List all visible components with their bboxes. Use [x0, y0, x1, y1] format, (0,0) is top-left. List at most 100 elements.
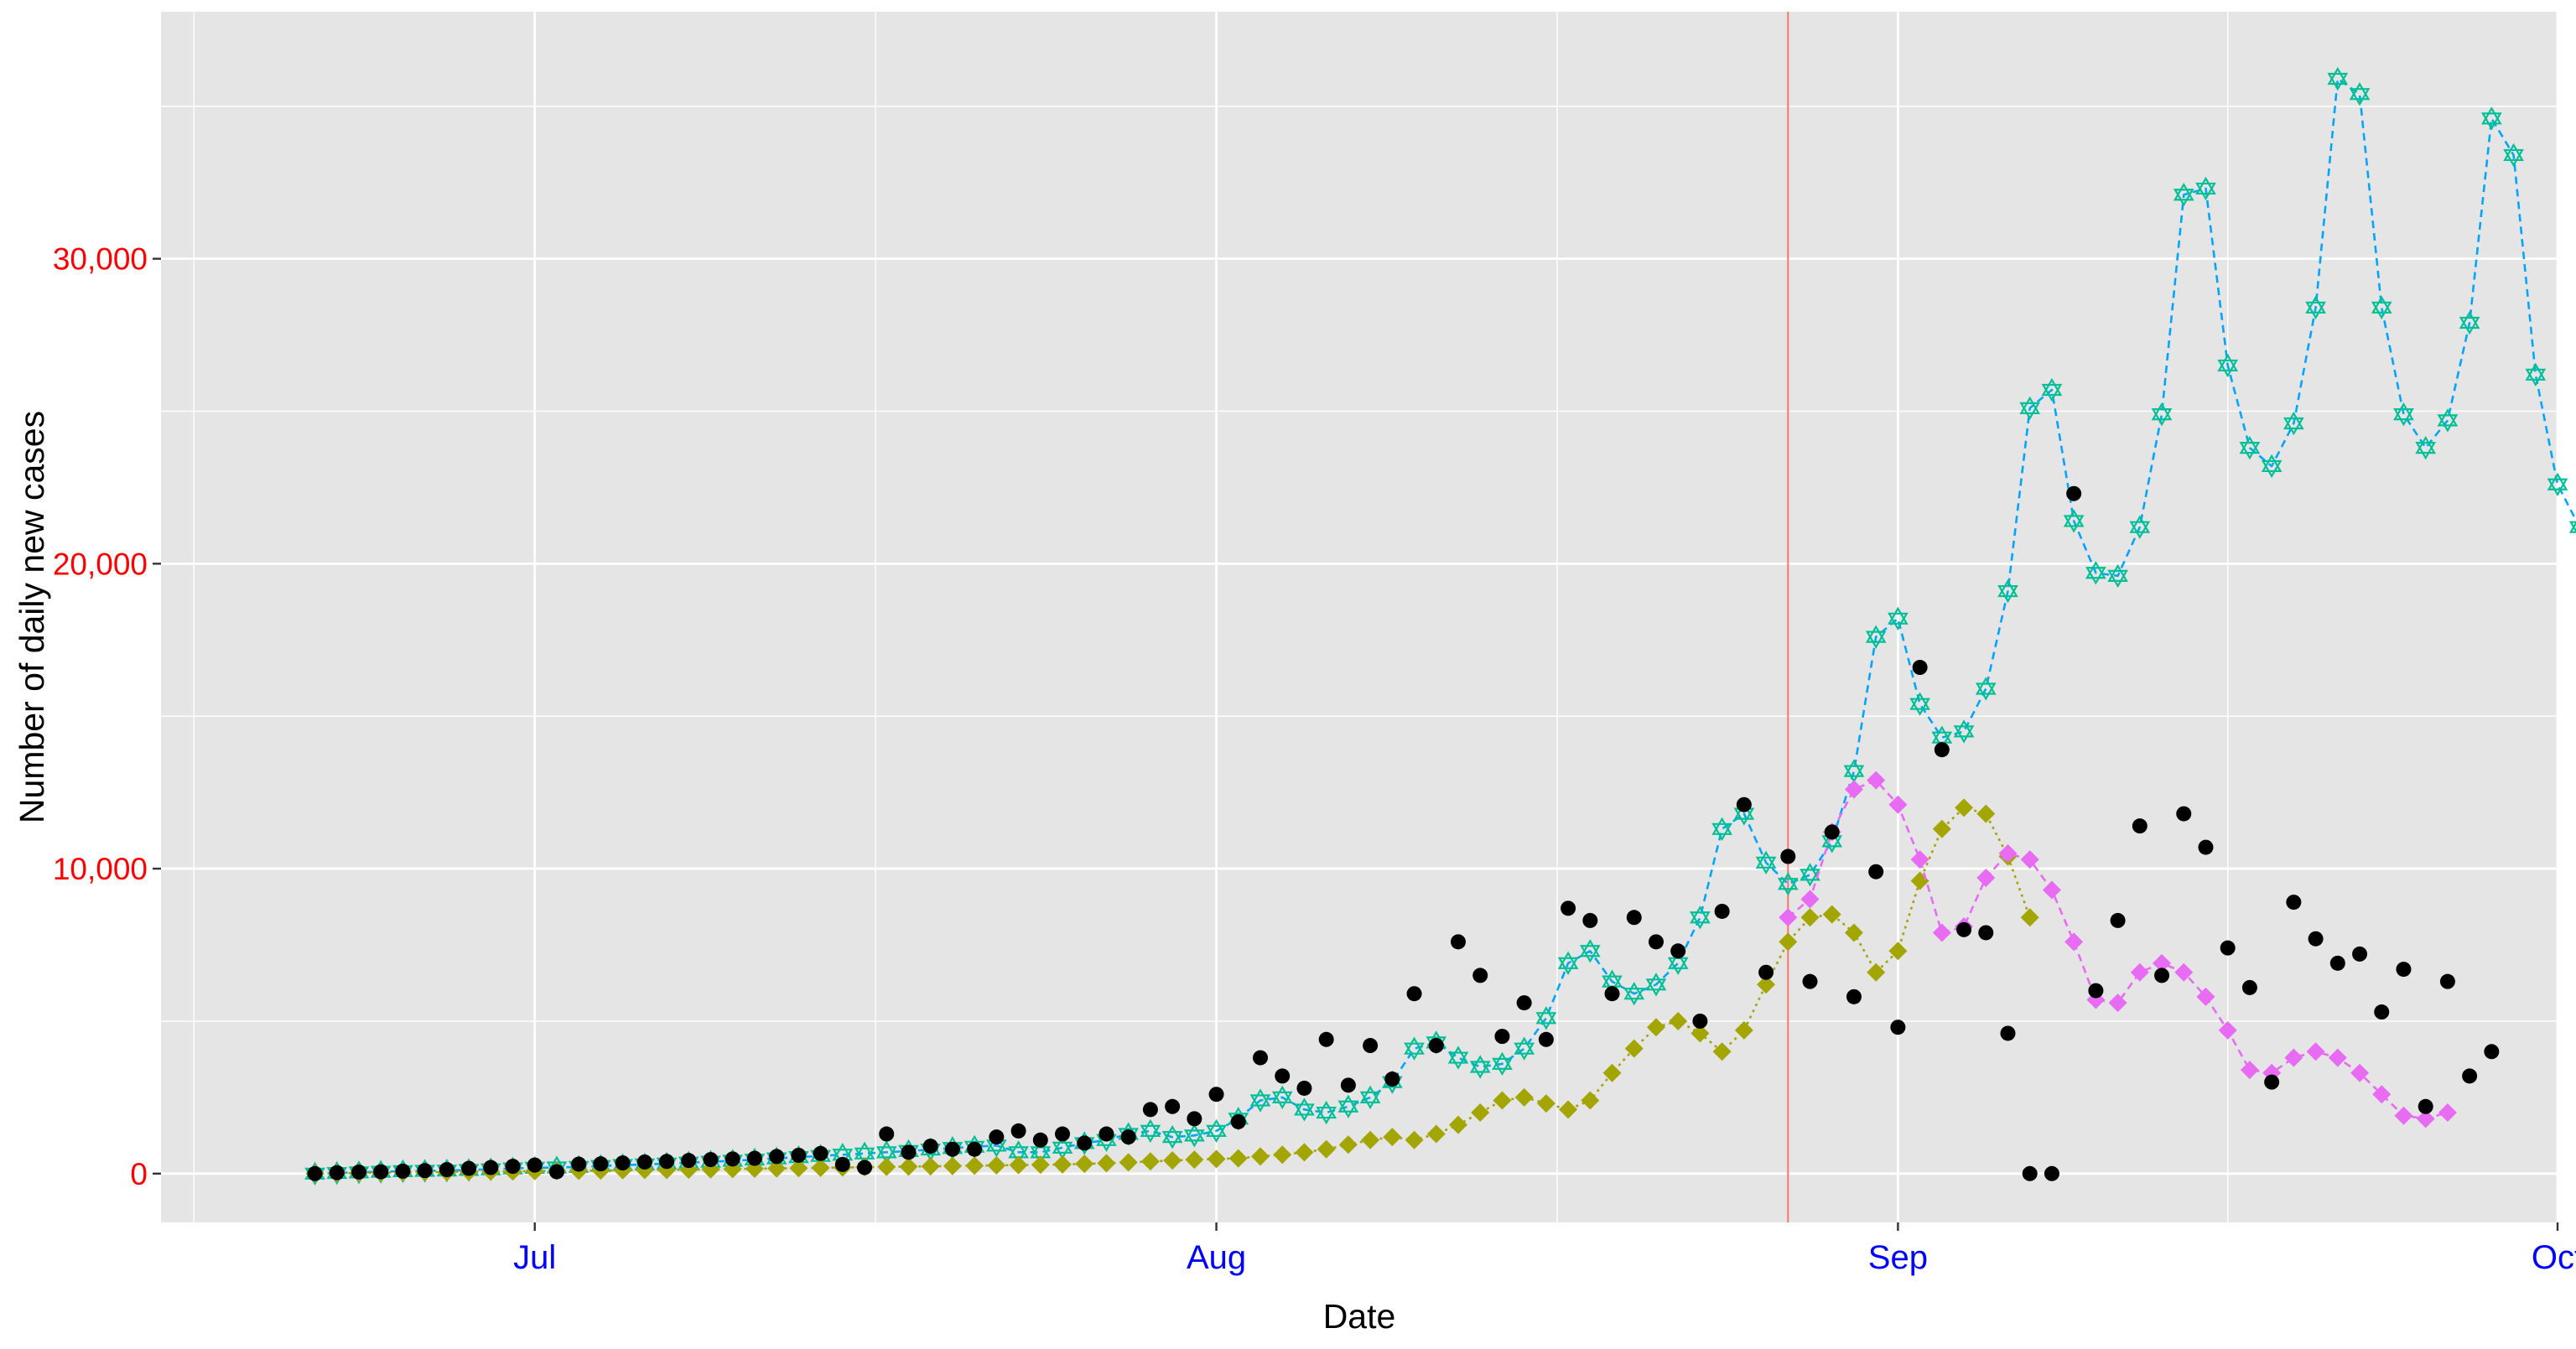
marker-triangle-down — [2129, 521, 2151, 539]
data-point — [2264, 1074, 2280, 1090]
data-point — [2130, 962, 2149, 982]
data-point — [944, 1141, 960, 1157]
data-point — [1448, 1115, 1467, 1134]
marker-triangle-up — [2547, 472, 2568, 490]
marker-triangle-up — [1294, 1097, 1315, 1116]
data-point — [1294, 1097, 1315, 1122]
data-point — [636, 1154, 652, 1170]
marker-triangle-up — [2459, 310, 2480, 329]
marker-triangle-down — [1579, 945, 1601, 963]
data-point — [1714, 903, 1730, 919]
marker-triangle-down — [2151, 408, 2173, 427]
data-point — [1890, 1020, 1906, 1035]
data-point — [483, 1160, 499, 1175]
data-point — [2480, 106, 2502, 131]
data-point — [571, 1156, 587, 1172]
data-point — [2064, 932, 2084, 952]
data-point — [329, 1165, 345, 1180]
data-point — [2020, 908, 2039, 927]
data-point — [527, 1157, 543, 1173]
data-point — [1516, 995, 1532, 1011]
marker-triangle-down — [1359, 1091, 1381, 1110]
data-point — [1824, 824, 1840, 840]
data-point — [1711, 817, 1732, 841]
data-point — [857, 1160, 873, 1175]
data-point — [2525, 362, 2547, 387]
marker-triangle-up — [1183, 1123, 1205, 1142]
data-point — [1361, 1130, 1380, 1149]
data-point — [1868, 864, 1884, 879]
marker-triangle-down — [1755, 856, 1777, 874]
data-point — [2240, 1061, 2259, 1080]
marker-triangle-up — [2283, 411, 2304, 430]
data-point — [1802, 973, 1818, 989]
data-point — [879, 1126, 895, 1142]
data-point — [1934, 742, 1950, 758]
marker-triangle-down — [2239, 442, 2261, 460]
data-point — [769, 1149, 785, 1165]
marker-triangle-up — [1690, 905, 1711, 924]
data-point — [1165, 1098, 1181, 1114]
data-point — [1120, 1129, 1136, 1145]
data-point — [1185, 1150, 1204, 1170]
marker-triangle-up — [2239, 435, 2261, 454]
marker-triangle-down — [1271, 1091, 1293, 1110]
data-point — [1472, 968, 1488, 983]
marker-triangle-down — [2525, 368, 2547, 387]
y-tick-label: 0 — [130, 1157, 148, 1191]
marker-triangle-down — [1535, 1012, 1557, 1030]
data-point — [2329, 955, 2345, 971]
data-point — [724, 1151, 740, 1167]
marker-triangle-up — [2041, 377, 2063, 397]
data-point — [2547, 472, 2568, 496]
data-point — [1340, 1077, 1356, 1093]
marker-triangle-up — [2085, 561, 2106, 579]
data-point — [1275, 1068, 1291, 1084]
data-point — [965, 1156, 984, 1175]
data-point — [2437, 408, 2459, 433]
marker-triangle-down — [1602, 975, 1623, 994]
marker-triangle-up — [2151, 402, 2173, 421]
data-point — [2217, 353, 2239, 378]
data-point — [1561, 900, 1576, 916]
data-point — [2173, 183, 2194, 207]
data-point — [1843, 759, 1865, 783]
marker-triangle-up — [2568, 521, 2576, 533]
data-point — [2261, 454, 2283, 479]
data-point — [877, 1157, 896, 1176]
data-point — [1253, 1050, 1269, 1066]
data-point — [1557, 951, 1579, 976]
data-point — [967, 1141, 983, 1157]
data-point — [1956, 921, 1972, 937]
data-point — [659, 1154, 675, 1170]
data-point — [1888, 606, 1909, 631]
data-point — [1758, 964, 1774, 980]
data-point — [2350, 1063, 2370, 1082]
data-point — [1888, 942, 1908, 961]
marker-triangle-up — [1359, 1085, 1381, 1103]
marker-triangle-up — [1469, 1055, 1491, 1073]
marker-triangle-up — [2019, 396, 2041, 414]
marker-triangle-down — [2547, 478, 2568, 496]
data-point — [921, 1157, 940, 1176]
data-point — [1469, 1055, 1491, 1079]
marker-triangle-down — [1909, 698, 1930, 716]
data-point — [1690, 905, 1711, 930]
data-point — [2000, 1025, 2016, 1041]
data-point — [1075, 1154, 1094, 1174]
marker-triangle-down — [1337, 1100, 1359, 1118]
data-point — [2151, 402, 2173, 427]
data-point — [2352, 946, 2368, 962]
data-point — [1140, 1152, 1160, 1171]
marker-triangle-down — [2283, 417, 2304, 436]
data-point — [1755, 850, 1777, 874]
data-point — [1207, 1149, 1226, 1169]
marker-triangle-up — [1733, 802, 1755, 820]
marker-triangle-down — [2173, 189, 2194, 207]
data-point — [1975, 677, 1997, 701]
data-point — [2327, 66, 2349, 91]
data-point — [1559, 1100, 1578, 1119]
data-point — [2568, 521, 2576, 533]
marker-triangle-up — [1535, 1006, 1557, 1025]
marker-triangle-down — [2371, 301, 2392, 320]
